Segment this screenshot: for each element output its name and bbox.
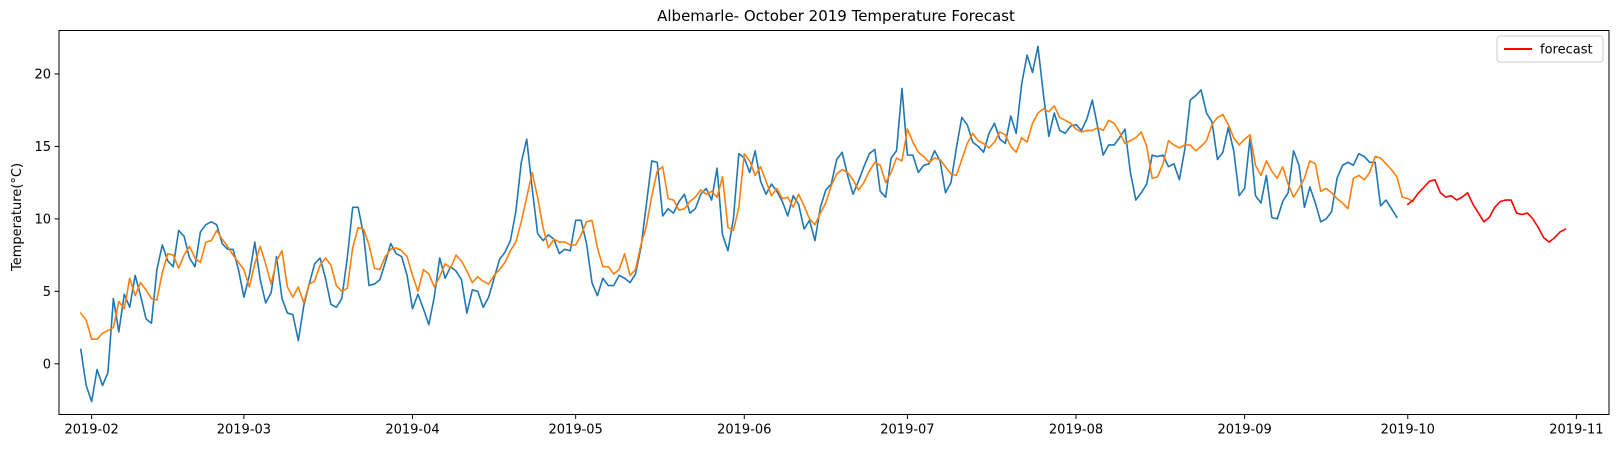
x-tick-label: 2019-09 [1217, 423, 1271, 438]
series-line-smoothed [79, 105, 1415, 340]
plot-frame [58, 30, 1610, 415]
legend: forecast [1496, 35, 1604, 63]
y-axis: 0 5 10 15 20 [34, 67, 59, 372]
x-tick-label: 2019-06 [717, 423, 771, 438]
x-tick-label: 2019-10 [1381, 423, 1435, 438]
series-line-observed [79, 45, 1398, 403]
y-tick-label: 15 [34, 140, 51, 155]
x-tick-label: 2019-04 [385, 423, 439, 438]
y-tick-label: 0 [43, 357, 51, 372]
x-tick-label: 2019-11 [1549, 423, 1603, 438]
legend-box [1496, 35, 1604, 63]
x-tick-label: 2019-05 [549, 423, 603, 438]
x-tick-label: 2019-03 [217, 423, 271, 438]
x-tick-label: 2019-08 [1049, 423, 1103, 438]
chart-title: Albemarle- October 2019 Temperature Fore… [657, 7, 1015, 25]
series-layer [79, 45, 1567, 403]
legend-label-forecast: forecast [1540, 43, 1593, 58]
y-tick-label: 5 [43, 285, 51, 300]
x-tick-label: 2019-07 [880, 423, 934, 438]
x-tick-label: 2019-02 [64, 423, 118, 438]
series-line-forecast [1406, 178, 1567, 243]
y-axis-label: Temperature(°C) [10, 163, 25, 272]
x-axis: 2019-02 2019-03 2019-04 2019-05 2019-06 2019-… [64, 414, 1604, 438]
y-tick-label: 10 [34, 212, 51, 227]
y-tick-label: 20 [34, 67, 51, 82]
